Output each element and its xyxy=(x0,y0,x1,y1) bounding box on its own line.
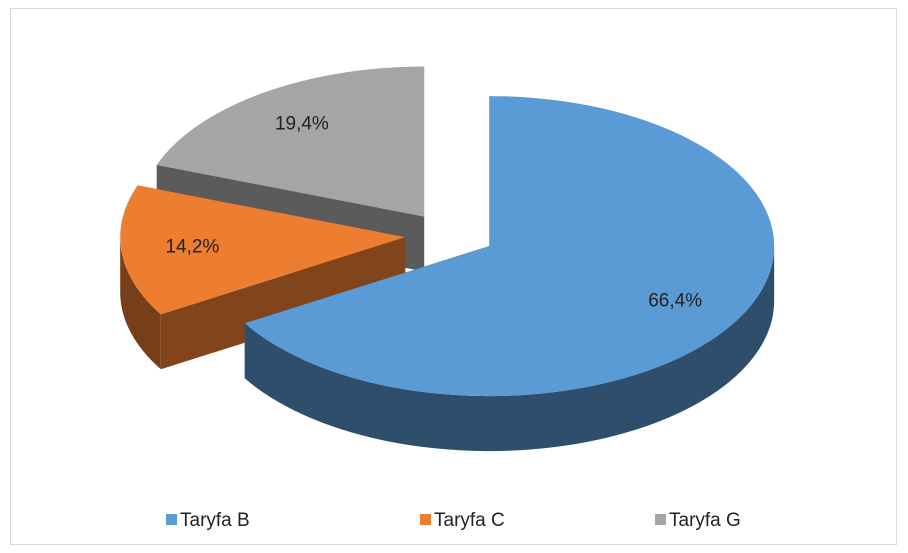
data-label: 14,2% xyxy=(165,237,219,258)
legend-label: Taryfa B xyxy=(180,510,250,531)
legend-label: Taryfa G xyxy=(669,510,741,531)
data-label: 19,4% xyxy=(275,113,329,134)
data-label: 66,4% xyxy=(648,291,702,312)
slice-rim xyxy=(120,237,161,370)
slice-rim xyxy=(244,246,775,452)
slice xyxy=(120,185,406,315)
legend-swatch xyxy=(655,514,666,525)
legend-swatch xyxy=(420,514,431,525)
slice xyxy=(244,96,775,397)
legend-swatch xyxy=(166,514,177,525)
legend-label: Taryfa C xyxy=(434,510,505,531)
slice xyxy=(156,66,425,217)
